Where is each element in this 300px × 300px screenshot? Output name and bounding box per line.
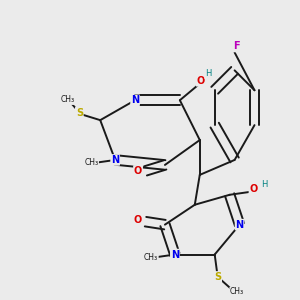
Text: F: F (233, 41, 239, 52)
Text: O: O (196, 76, 205, 86)
Text: O: O (134, 215, 142, 225)
Text: CH₃: CH₃ (230, 287, 244, 296)
Text: O: O (134, 166, 142, 176)
Text: N: N (111, 155, 119, 165)
Text: CH₃: CH₃ (144, 253, 158, 262)
Text: N: N (171, 250, 179, 260)
Text: CH₃: CH₃ (84, 158, 98, 167)
Text: N: N (236, 220, 244, 230)
Text: H: H (205, 70, 211, 79)
Text: CH₃: CH₃ (60, 95, 74, 104)
Text: H: H (261, 180, 267, 189)
Text: S: S (76, 108, 83, 118)
Text: S: S (214, 272, 221, 282)
Text: N: N (131, 95, 139, 105)
Text: O: O (249, 184, 258, 194)
